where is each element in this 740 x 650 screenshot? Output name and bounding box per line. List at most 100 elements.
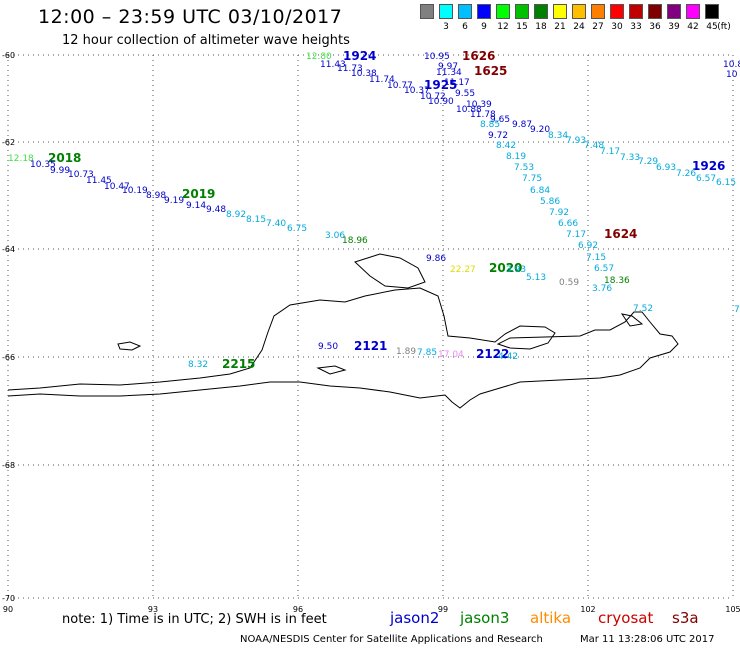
latitude-label: -70 bbox=[2, 594, 15, 603]
generation-timestamp: Mar 11 13:28:06 UTC 2017 bbox=[580, 634, 715, 645]
scale-label: 21 bbox=[554, 22, 566, 32]
wave-height-value: 7.26 bbox=[676, 169, 696, 179]
satellite-legend-item: altika bbox=[530, 609, 572, 627]
wave-height-value: 10.35 bbox=[30, 160, 56, 170]
wave-height-value: 8.32 bbox=[188, 360, 208, 370]
wave-height-value: 7.53 bbox=[514, 163, 534, 173]
wave-height-value: 8.19 bbox=[506, 152, 526, 162]
longitude-label: 99 bbox=[438, 605, 448, 614]
wave-height-value: 9.65 bbox=[490, 115, 510, 125]
wave-height-value: 18.96 bbox=[342, 236, 368, 246]
wave-height-value: 7.17 bbox=[600, 147, 620, 157]
scale-label: 24 bbox=[573, 22, 585, 32]
map-subtitle: 12 hour collection of altimeter wave hei… bbox=[62, 33, 350, 48]
wave-height-value: 9.55 bbox=[455, 89, 475, 99]
wave-height-value: 10.37 bbox=[404, 86, 430, 96]
wave-height-value: 9.87 bbox=[512, 120, 532, 130]
wave-height-value: 5.86 bbox=[540, 197, 560, 207]
wave-height-value: 9.14 bbox=[186, 201, 206, 211]
wave-height-value: 10.72 bbox=[420, 92, 446, 102]
wave-height-value: 10.88 bbox=[456, 105, 482, 115]
wave-height-value: 5.13 bbox=[526, 273, 546, 283]
wave-height-value: 6.84 bbox=[530, 186, 550, 196]
wave-height-value: 10.38 bbox=[351, 69, 377, 79]
scale-label: 42 bbox=[687, 22, 699, 32]
wave-height-value: 6.57 bbox=[696, 174, 716, 184]
wave-height-value: 7.17 bbox=[566, 230, 586, 240]
scale-swatch bbox=[477, 4, 491, 19]
satellite-legend-item: cryosat bbox=[598, 609, 654, 627]
track-label: 2215 bbox=[222, 357, 255, 371]
wave-height-value: 10.90 bbox=[428, 97, 454, 107]
wave-height-value: 9.97 bbox=[438, 62, 458, 72]
track-label: 2020 bbox=[489, 261, 522, 275]
track-label: 1925 bbox=[424, 78, 457, 92]
scale-label: 45 bbox=[706, 22, 718, 32]
wave-height-value: 0.59 bbox=[559, 278, 579, 288]
scale-swatch bbox=[667, 4, 681, 19]
latitude-label: -62 bbox=[2, 138, 15, 147]
wave-height-value: 8.15 bbox=[246, 215, 266, 225]
antarctic-coastline bbox=[7, 253, 679, 409]
wave-height-value: 4.42 bbox=[498, 352, 518, 362]
longitude-label: 105 bbox=[725, 605, 740, 614]
wave-height-value: 6.66 bbox=[558, 219, 578, 229]
track-label: 1626 bbox=[462, 49, 495, 63]
wave-height-value: 6.15 bbox=[716, 178, 736, 188]
wave-height-value: 6.93 bbox=[656, 163, 676, 173]
map-title: 12:00 – 23:59 UTC 03/10/2017 bbox=[38, 6, 343, 28]
track-label: 1625 bbox=[474, 64, 507, 78]
wave-height-value: 6.57 bbox=[594, 264, 614, 274]
wave-height-value: 11.74 bbox=[369, 75, 395, 85]
latitude-label: -66 bbox=[2, 353, 15, 362]
scale-swatch bbox=[515, 4, 529, 19]
satellite-legend-item: jason2 bbox=[390, 609, 440, 627]
scale-swatch bbox=[496, 4, 510, 19]
wave-height-value: 11.17 bbox=[444, 78, 470, 88]
wave-height-value: 9.99 bbox=[50, 166, 70, 176]
wave-height-value: 7.29 bbox=[638, 157, 658, 167]
wave-height-value: 8.98 bbox=[146, 191, 166, 201]
wave-height-value: 8.42 bbox=[496, 141, 516, 151]
latitude-label: -64 bbox=[2, 245, 15, 254]
note-text: note: 1) Time is in UTC; 2) SWH is in fe… bbox=[62, 612, 327, 627]
wave-height-value: 7.93 bbox=[566, 136, 586, 146]
longitude-label: 90 bbox=[3, 605, 13, 614]
wave-height-value: 10.39 bbox=[466, 100, 492, 110]
scale-label: 39 bbox=[668, 22, 680, 32]
scale-label: 12 bbox=[497, 22, 509, 32]
satellite-legend-item: jason3 bbox=[460, 609, 510, 627]
wave-height-value: 9.19 bbox=[164, 196, 184, 206]
scale-swatch bbox=[591, 4, 605, 19]
wave-height-value: 10.19 bbox=[122, 186, 148, 196]
coastline-small-island bbox=[117, 341, 142, 351]
wave-height-value: 8.34 bbox=[548, 131, 568, 141]
wave-height-value: 10 bbox=[726, 70, 738, 80]
track-label: 2122 bbox=[476, 347, 509, 361]
wave-height-value: 9.86 bbox=[426, 254, 446, 264]
wave-height-value: 10.8 bbox=[723, 60, 740, 70]
scale-swatch bbox=[686, 4, 700, 19]
scale-label: 27 bbox=[592, 22, 604, 32]
wave-height-value: 11.78 bbox=[470, 110, 496, 120]
wave-height-value: 11.43 bbox=[320, 60, 346, 70]
wave-height-value: 11.34 bbox=[436, 68, 462, 78]
wave-height-value: 9.48 bbox=[206, 205, 226, 215]
scale-label: 36 bbox=[649, 22, 661, 32]
wave-height-value: 11.45 bbox=[86, 176, 112, 186]
longitude-label: 93 bbox=[148, 605, 158, 614]
wave-height-value: 10.47 bbox=[104, 182, 130, 192]
wave-height-value: 7.40 bbox=[266, 219, 286, 229]
wave-height-value: 6.92 bbox=[578, 241, 598, 251]
credit-text: NOAA/NESDIS Center for Satellite Applica… bbox=[240, 634, 543, 645]
scale-label: 3 bbox=[443, 22, 449, 32]
scale-swatch bbox=[458, 4, 472, 19]
scale-swatch bbox=[610, 4, 624, 19]
track-label: 2019 bbox=[182, 187, 215, 201]
scale-swatch bbox=[648, 4, 662, 19]
latitude-label: -60 bbox=[2, 51, 15, 60]
track-label: 2121 bbox=[354, 339, 387, 353]
wave-height-value: 18.36 bbox=[604, 276, 630, 286]
